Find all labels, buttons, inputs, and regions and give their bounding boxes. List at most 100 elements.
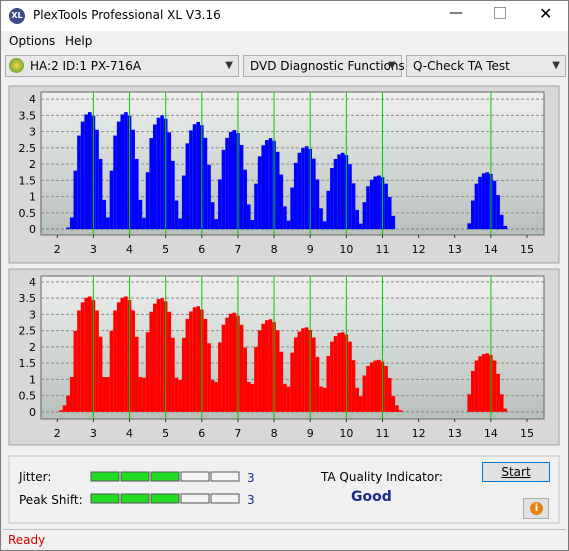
y-tick-label: 3 [29,308,36,321]
bar [109,330,114,412]
bar [214,219,219,230]
function-select[interactable]: DVD Diagnostic Functions ▼ [243,55,405,77]
drive-text: HA:2 ID:1 PX-716A [30,59,142,73]
bar [474,183,479,230]
x-tick-label: 7 [234,243,241,256]
close-button[interactable]: ✕ [539,4,553,23]
bar [192,124,197,230]
dropdown-arrow: ▼ [552,60,560,71]
bar [492,180,497,230]
x-tick-label: 9 [307,427,314,440]
bar [134,158,139,230]
bar [398,410,403,412]
bar [355,387,359,412]
minimize-button[interactable]: — [449,5,463,21]
bar [265,320,269,412]
bar [387,196,392,230]
bar [275,330,280,412]
bar [268,138,273,230]
x-tick-label: 6 [198,427,205,440]
bar [254,183,258,230]
bar [203,137,208,230]
bar [87,296,92,412]
bar [322,387,327,412]
drive-select[interactable]: HA:2 ID:1 PX-716A ▼ [5,55,239,77]
dropdown-arrow: ▼ [388,60,396,71]
start-button[interactable]: Start [482,462,550,482]
x-tick-label: 13 [448,243,462,256]
bar [395,405,399,412]
bar [98,158,103,230]
x-tick-label: 4 [126,243,133,256]
bar [492,360,497,412]
bar [254,346,258,412]
bar [467,394,472,412]
bar [467,223,472,230]
bar [138,199,143,230]
bar [228,313,233,412]
bar [246,204,251,230]
bar [225,317,229,412]
y-tick-label: 2 [29,341,36,354]
bar [391,215,396,230]
function-text: DVD Diagnostic Functions [250,59,405,73]
bar [474,360,479,412]
x-tick-label: 15 [520,427,534,440]
bar [232,130,237,230]
bar [373,176,378,230]
bar [261,323,266,412]
maximize-button[interactable] [494,7,506,19]
bar [221,149,226,230]
bar [178,380,182,412]
bar [77,310,81,412]
bar [196,121,200,230]
bar [286,386,291,412]
meter-segment [120,493,150,504]
bar [95,129,99,230]
bar [283,206,287,230]
dropdown-arrow: ▼ [225,60,233,71]
bar [481,173,486,230]
status-bar: Ready [3,529,566,549]
x-tick-label: 7 [234,427,241,440]
y-tick-label: 4 [29,276,36,289]
bar [225,137,229,230]
bar [106,217,110,230]
bar [239,144,244,230]
meter-segment [120,471,150,482]
info-button[interactable]: i [523,498,549,519]
bar [207,164,211,230]
bar [503,225,508,230]
bar [471,370,475,412]
bar [312,158,316,230]
bar [210,202,215,230]
menu-help[interactable]: Help [65,34,93,48]
bar [250,220,255,230]
bar [369,179,374,230]
bar [293,337,298,412]
bar [59,410,63,412]
bar [171,160,175,230]
menu-options[interactable]: Options [9,34,56,48]
bar [485,172,490,230]
meter-segment [210,471,240,482]
bar [261,145,266,230]
bar [116,302,121,412]
ta-value: Good [351,489,392,505]
bar [326,355,331,412]
bar [312,337,316,412]
meter-segment [90,471,120,482]
bar [66,227,70,230]
x-tick-label: 9 [307,243,314,256]
bar [95,310,99,412]
bar [142,217,146,230]
test-select[interactable]: Q-Check TA Test ▼ [406,55,566,77]
bar [228,131,233,230]
x-tick-label: 4 [126,427,133,440]
y-tick-label: 2.5 [19,142,37,155]
bar [218,179,222,230]
x-tick-label: 5 [162,427,169,440]
bar [77,135,81,230]
bar [478,176,482,230]
